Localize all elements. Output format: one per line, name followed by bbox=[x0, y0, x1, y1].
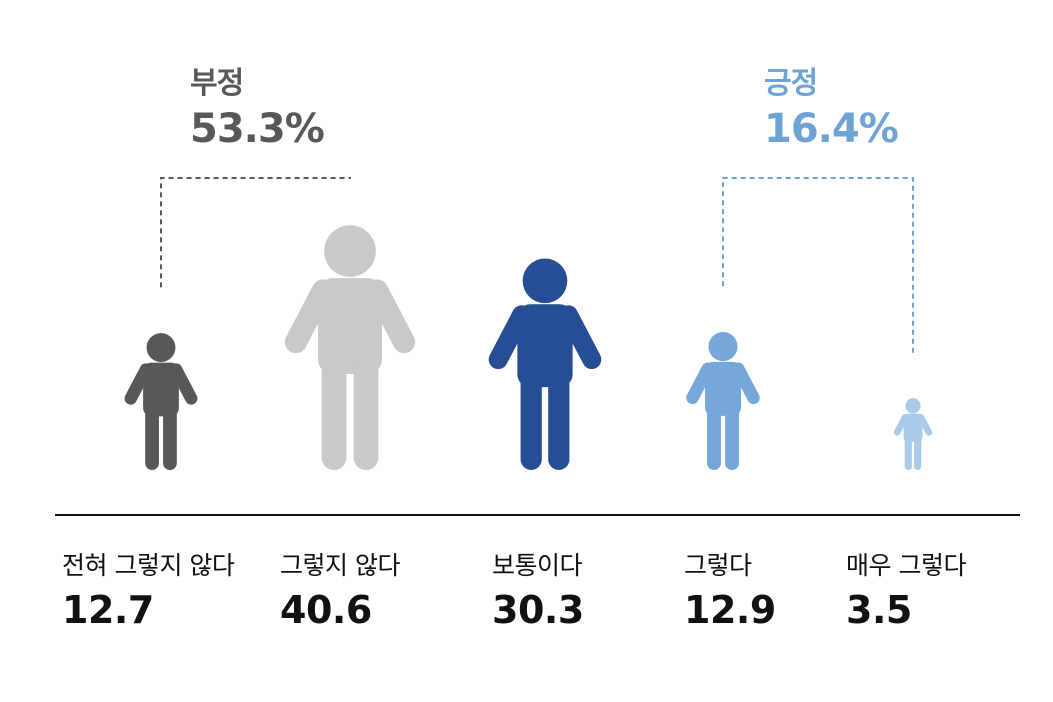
category-2: 보통이다 30.3 bbox=[492, 546, 584, 632]
group-bracket-0 bbox=[160, 177, 351, 288]
group-positive: 긍정 16.4% bbox=[764, 58, 899, 152]
category-value: 12.9 bbox=[684, 588, 776, 632]
person-figure-3 bbox=[686, 332, 760, 471]
category-value: 30.3 bbox=[492, 588, 584, 632]
category-label: 보통이다 bbox=[492, 551, 583, 580]
group-positive-title: 긍정 bbox=[764, 66, 818, 101]
group-positive-value: 16.4% bbox=[764, 106, 899, 152]
category-4: 매우 그렇다 3.5 bbox=[846, 546, 966, 632]
category-label: 매우 그렇다 bbox=[846, 551, 966, 580]
category-value: 12.7 bbox=[62, 588, 154, 632]
group-negative: 부정 53.3% bbox=[190, 58, 325, 152]
category-3: 그렇다 12.9 bbox=[684, 546, 776, 632]
person-figure-0 bbox=[124, 333, 198, 470]
person-figure-1 bbox=[284, 225, 416, 471]
group-negative-title: 부정 bbox=[190, 66, 244, 101]
person-figure-2 bbox=[488, 258, 602, 470]
category-1: 그렇지 않다 40.6 bbox=[280, 546, 400, 632]
category-value: 40.6 bbox=[280, 588, 372, 632]
category-label: 전혀 그렇지 않다 bbox=[62, 551, 235, 580]
group-bracket-1 bbox=[722, 177, 914, 353]
person-figure-4 bbox=[893, 398, 933, 471]
category-label: 그렇지 않다 bbox=[280, 551, 400, 580]
group-negative-value: 53.3% bbox=[190, 106, 325, 152]
category-0: 전혀 그렇지 않다 12.7 bbox=[62, 546, 235, 632]
category-value: 3.5 bbox=[846, 588, 912, 632]
category-label: 그렇다 bbox=[684, 551, 752, 580]
